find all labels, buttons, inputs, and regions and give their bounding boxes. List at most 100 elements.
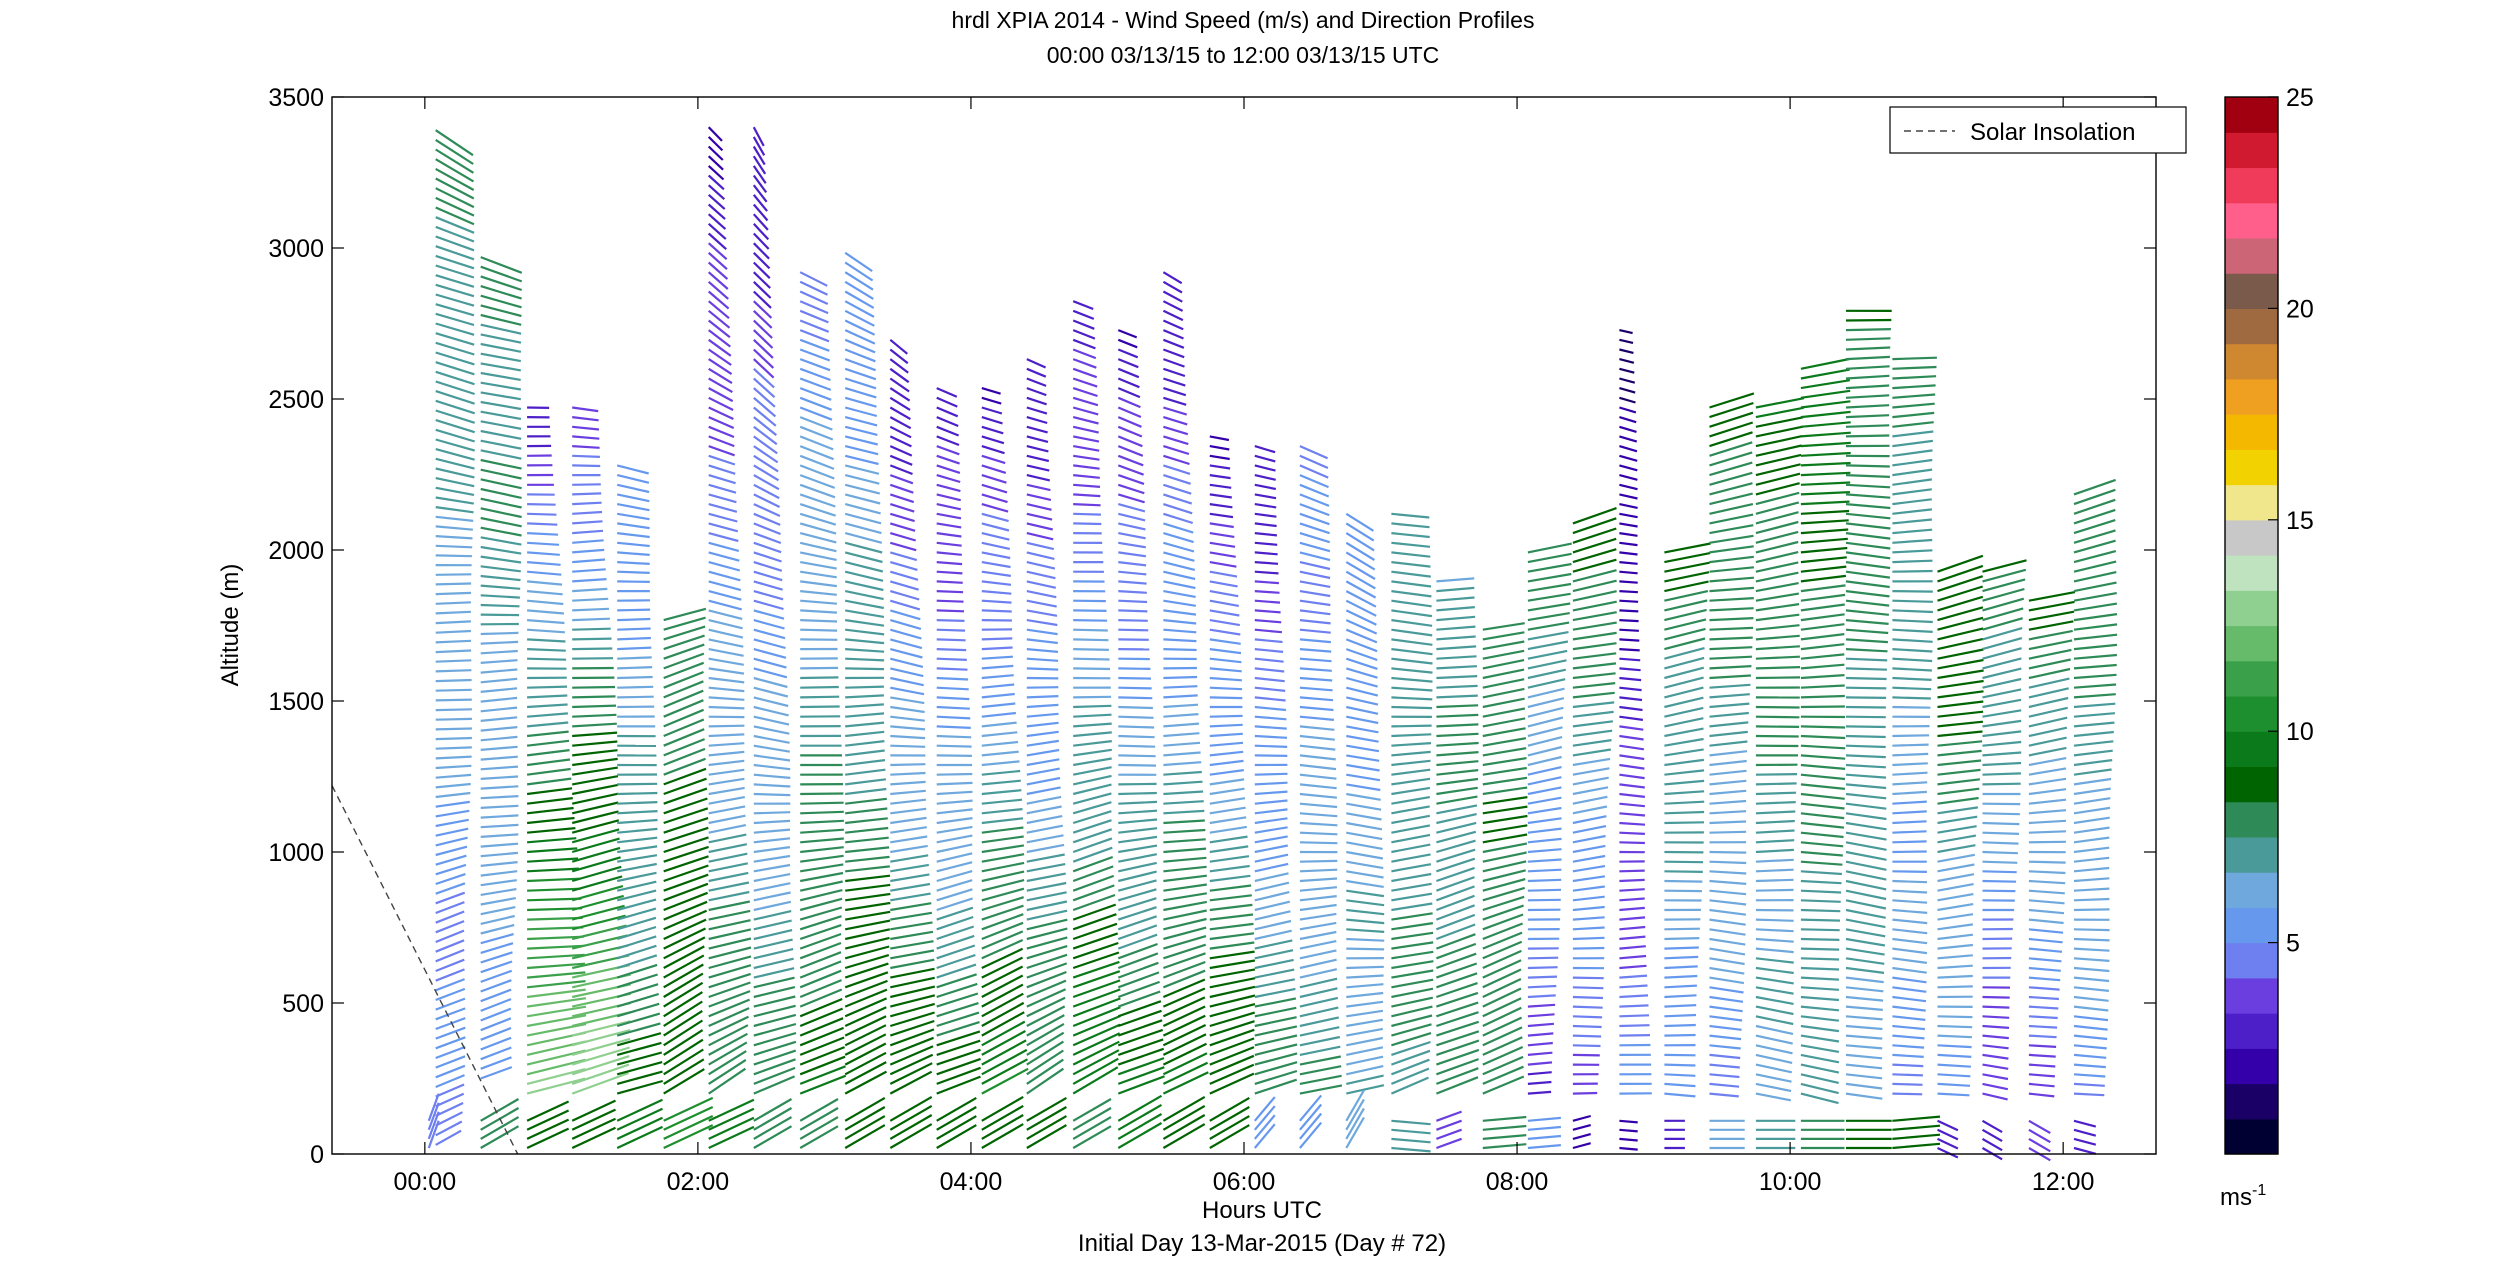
- wind-barb: [1572, 600, 1617, 612]
- wind-barb: [1026, 435, 1049, 443]
- wind-barb: [1709, 810, 1747, 815]
- wind-barb: [1664, 790, 1705, 796]
- wind-barb: [1619, 329, 1633, 335]
- wind-barb: [1299, 812, 1338, 818]
- wind-barb: [1026, 918, 1068, 931]
- wind-barb: [1391, 960, 1434, 970]
- wind-barb: [1254, 744, 1288, 748]
- wind-barb: [753, 512, 781, 526]
- wind-barb: [1072, 367, 1098, 379]
- wind-barb: [1163, 751, 1201, 757]
- wind-barb: [890, 676, 924, 687]
- wind-barb: [1527, 837, 1562, 844]
- wind-barb: [1026, 1022, 1065, 1047]
- surface-barb: [480, 1116, 520, 1140]
- wind-barb: [2028, 1024, 2058, 1029]
- wind-barb: [2028, 648, 2072, 660]
- wind-barb: [1937, 1044, 1972, 1049]
- wind-barb: [1163, 800, 1204, 805]
- wind-barb: [1619, 754, 1645, 761]
- wind-barb: [1163, 377, 1186, 387]
- wind-barb: [480, 998, 512, 1012]
- wind-barb: [1527, 1013, 1555, 1018]
- surface-barb: [1436, 1137, 1462, 1150]
- wind-barb: [1118, 570, 1147, 576]
- wind-barb: [663, 643, 705, 660]
- wind-barb: [890, 798, 927, 805]
- wind-barb: [1254, 483, 1277, 491]
- wind-barb: [1845, 802, 1887, 810]
- wind-barb: [1117, 1000, 1162, 1018]
- wind-barb: [1664, 994, 1697, 999]
- wind-barb: [1527, 1022, 1554, 1028]
- wind-barb: [1845, 870, 1887, 881]
- wind-barb: [1391, 742, 1432, 747]
- wind-barb: [981, 817, 1024, 825]
- wind-barb: [1026, 776, 1061, 786]
- wind-barb: [1391, 657, 1433, 665]
- wind-barb: [1118, 696, 1153, 700]
- wind-barb: [1254, 1006, 1297, 1018]
- wind-barb: [1209, 1063, 1255, 1085]
- wind-barb: [753, 261, 771, 279]
- wind-barb: [480, 942, 514, 954]
- wind-barb: [1982, 1092, 2008, 1101]
- wind-barb: [616, 925, 657, 941]
- colorbar-band: [2225, 378, 2278, 415]
- wind-barb: [480, 449, 522, 460]
- wind-barb: [480, 726, 518, 732]
- wind-barb: [663, 625, 706, 641]
- wind-barb: [1800, 754, 1846, 760]
- surface-barb: [1209, 1115, 1250, 1140]
- wind-barb: [1346, 812, 1382, 821]
- wind-barb: [1436, 857, 1476, 873]
- wind-barb: [2028, 819, 2067, 825]
- wind-barb: [708, 464, 736, 475]
- wind-barb: [708, 981, 751, 999]
- wind-barb: [981, 646, 1013, 651]
- wind-barb: [1709, 966, 1745, 975]
- wind-barb: [1709, 482, 1753, 496]
- surface-barb: [981, 1095, 1024, 1122]
- wind-barb: [1664, 542, 1711, 554]
- wind-barb: [1117, 961, 1159, 979]
- wind-barb: [1072, 774, 1112, 786]
- surface-barb: [889, 1114, 933, 1140]
- wind-barb: [753, 310, 773, 329]
- wind-barb: [1163, 628, 1197, 634]
- wind-barb: [1982, 1082, 2009, 1091]
- wind-barb: [1755, 1034, 1793, 1045]
- wind-barb: [708, 1024, 749, 1047]
- wind-barb: [435, 818, 469, 828]
- wind-barb: [936, 870, 973, 883]
- x-tick-label: 00:00: [394, 1168, 457, 1196]
- wind-barb: [753, 339, 774, 359]
- wind-barb: [1162, 1042, 1207, 1066]
- wind-barb: [2073, 730, 2114, 738]
- wind-barb: [753, 570, 783, 582]
- wind-barb: [1436, 962, 1478, 979]
- surface-barb: [1981, 1119, 2003, 1134]
- surface-barb: [616, 1125, 663, 1149]
- wind-barb: [1755, 491, 1800, 506]
- wind-barb: [571, 904, 625, 921]
- wind-barb: [1572, 875, 1606, 883]
- wind-barb: [616, 871, 657, 883]
- wind-barb: [1982, 730, 2022, 738]
- wind-barb: [2073, 787, 2111, 796]
- wind-barb: [1254, 454, 1276, 463]
- wind-barb: [572, 749, 618, 757]
- wind-barb: [663, 817, 709, 834]
- wind-barb: [1527, 697, 1565, 709]
- wind-barb: [480, 574, 521, 582]
- wind-barb: [1527, 827, 1562, 834]
- wind-barb: [1482, 727, 1526, 738]
- wind-barb: [936, 1075, 981, 1095]
- wind-barb: [1299, 949, 1337, 960]
- wind-barb: [1482, 707, 1526, 718]
- wind-barb: [1346, 1027, 1383, 1037]
- wind-barb: [1937, 985, 1973, 989]
- wind-barb: [2028, 957, 2062, 963]
- wind-barb: [480, 603, 520, 608]
- wind-barb: [1937, 648, 1984, 660]
